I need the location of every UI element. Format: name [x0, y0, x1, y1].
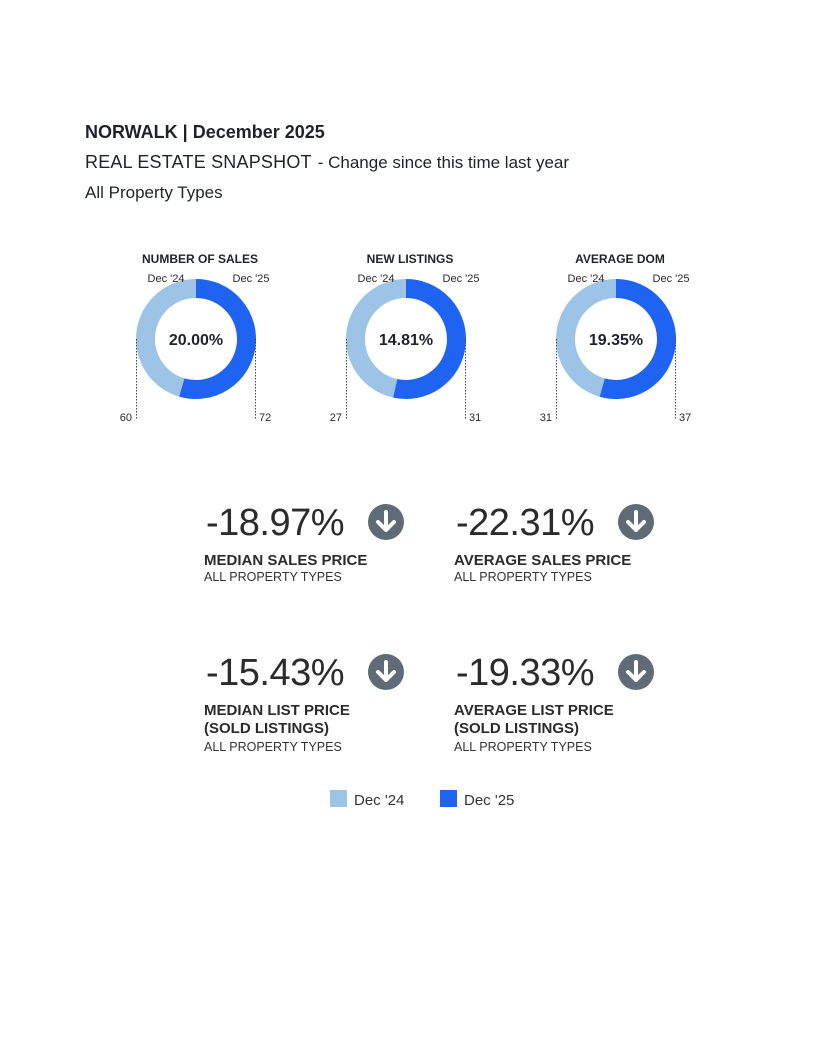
- donut-svg: 20.00% Dec '24 Dec '25 60 72: [120, 273, 272, 424]
- arrow-down-circle-icon: [618, 654, 654, 690]
- slice-dec25: [179, 279, 256, 399]
- legend-label-dec24: Dec '24: [354, 792, 405, 809]
- value-label-dec24: 60: [120, 412, 132, 424]
- value-label-dec25: 37: [679, 412, 691, 424]
- metric-title-line2: (SOLD LISTINGS): [204, 720, 329, 737]
- slice-dec24: [346, 279, 407, 398]
- donut-new-listings: NEW LISTINGS 14.81% Dec '24 Dec '25 27 31: [330, 250, 490, 430]
- donut-center-label: 19.35%: [589, 332, 643, 349]
- series-label-dec24: Dec '24: [148, 273, 185, 285]
- metric-subtitle: ALL PROPERTY TYPES: [204, 570, 342, 584]
- metric-title: MEDIAN SALES PRICE: [204, 552, 368, 569]
- report-title-line: REAL ESTATE SNAPSHOT - Change since this …: [85, 152, 569, 173]
- report-title: REAL ESTATE SNAPSHOT: [85, 152, 312, 172]
- series-label-dec24: Dec '24: [568, 273, 605, 285]
- slice-dec24: [556, 279, 617, 397]
- donut-average-dom: AVERAGE DOM 19.35% Dec '24 Dec '25 31 37: [540, 250, 700, 430]
- value-label-dec25: 72: [259, 412, 271, 424]
- metric-subtitle: ALL PROPERTY TYPES: [454, 570, 592, 584]
- arrow-down-circle-icon: [368, 504, 404, 540]
- metric-value: -15.43%: [206, 652, 345, 694]
- donut-center-label: 14.81%: [379, 332, 433, 349]
- value-label-dec24: 27: [330, 412, 342, 424]
- donut-svg: 19.35% Dec '24 Dec '25 31 37: [540, 273, 692, 424]
- metric-title: MEDIAN LIST PRICE: [204, 702, 350, 719]
- value-label-dec24: 31: [540, 412, 552, 424]
- metric-value: -18.97%: [206, 502, 345, 544]
- property-types-label: All Property Types: [85, 183, 223, 202]
- donut-title: NEW LISTINGS: [366, 252, 454, 266]
- metric-title: AVERAGE LIST PRICE: [454, 702, 614, 719]
- report-subtitle: - Change since this time last year: [317, 153, 570, 172]
- slice-dec25: [393, 279, 466, 399]
- metric-title: AVERAGE SALES PRICE: [454, 552, 632, 569]
- legend-swatch-dec24: [330, 790, 347, 807]
- legend-label-dec25: Dec '25: [464, 792, 515, 809]
- metric-subtitle: ALL PROPERTY TYPES: [454, 740, 592, 754]
- series-label-dec24: Dec '24: [358, 273, 395, 285]
- series-label-dec25: Dec '25: [653, 273, 690, 285]
- arrow-down-circle-icon: [618, 504, 654, 540]
- donut-number-of-sales: NUMBER OF SALES 20.00% Dec '24 Dec '25 60 72: [120, 250, 280, 430]
- slice-dec24: [136, 279, 197, 397]
- metric-title-line2: (SOLD LISTINGS): [454, 720, 579, 737]
- arrow-down-circle-icon: [368, 654, 404, 690]
- metric-subtitle: ALL PROPERTY TYPES: [204, 740, 342, 754]
- series-label-dec25: Dec '25: [443, 273, 480, 285]
- report-heading: NORWALK | December 2025: [85, 122, 325, 142]
- metric-value: -22.31%: [456, 502, 595, 544]
- donut-center-label: 20.00%: [169, 332, 223, 349]
- donut-svg: 14.81% Dec '24 Dec '25 27 31: [330, 273, 482, 424]
- donut-title: NUMBER OF SALES: [141, 252, 258, 266]
- donut-title: AVERAGE DOM: [575, 252, 665, 266]
- metric-value: -19.33%: [456, 652, 595, 694]
- series-label-dec25: Dec '25: [233, 273, 270, 285]
- slice-dec25: [599, 279, 676, 399]
- legend-swatch-dec25: [440, 790, 457, 807]
- value-label-dec25: 31: [469, 412, 481, 424]
